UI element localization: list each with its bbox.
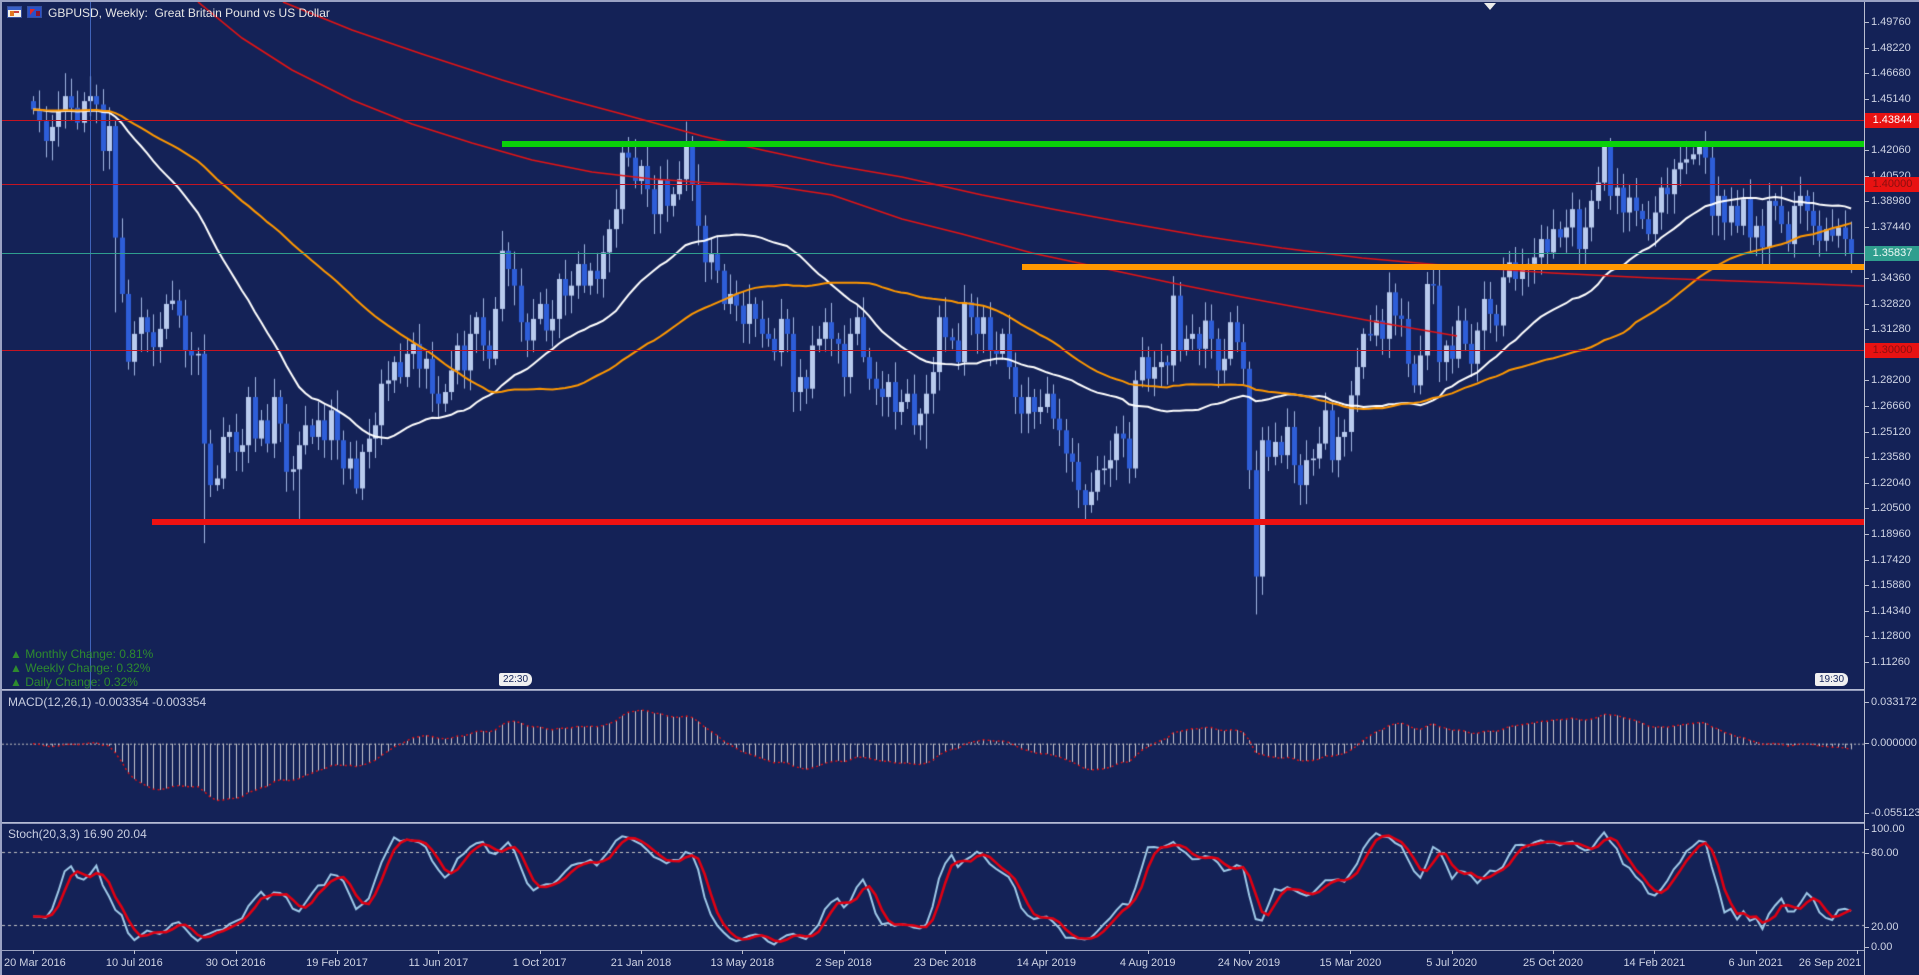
stoch-axis-label: 100.00 — [1864, 823, 1905, 835]
date-axis-label: 13 May 2018 — [710, 957, 775, 969]
date-axis-tick — [1148, 950, 1149, 954]
price-axis-label: 1.32820 — [1864, 297, 1911, 310]
session-time-tag: 19:30 — [1815, 673, 1849, 686]
date-axis-label: 10 Jul 2016 — [105, 957, 163, 969]
stoch-axis-label: 20.00 — [1864, 921, 1899, 933]
date-axis-label: 4 Aug 2019 — [1119, 957, 1176, 969]
chart-shift-marker-icon[interactable] — [1484, 3, 1496, 10]
price-axis-label: 1.42060 — [1864, 144, 1911, 156]
price-tag-1.43844: 1.43844 — [1865, 112, 1919, 128]
main-macd-separator[interactable] — [2, 689, 1864, 691]
stoch-axis-label: 80.00 — [1864, 847, 1899, 859]
date-axis-label: 5 Jul 2020 — [1426, 957, 1478, 969]
price-axis-label: 1.37440 — [1864, 220, 1911, 233]
date-axis-label: 14 Feb 2021 — [1623, 957, 1686, 969]
resistance-green-line[interactable] — [502, 140, 1864, 147]
macd-stoch-separator[interactable] — [2, 822, 1864, 824]
date-axis-label: 1 Oct 2017 — [512, 957, 567, 969]
price-axis-label: 1.15880 — [1864, 579, 1911, 592]
support-orange-line[interactable] — [1022, 264, 1864, 271]
main-chart-canvas[interactable] — [2, 2, 1864, 692]
price-axis-label: 1.23580 — [1864, 451, 1911, 464]
price-axis-label: 1.48220 — [1864, 41, 1911, 54]
vertical-line-object[interactable] — [90, 2, 91, 689]
session-time-tag: 22:30 — [499, 673, 533, 686]
price-axis-border — [1864, 2, 1865, 975]
date-axis-tick — [1756, 950, 1757, 954]
date-axis-tick — [33, 950, 34, 954]
date-axis-tick — [1249, 950, 1250, 954]
date-axis-label: 20 Mar 2016 — [4, 957, 66, 969]
macd-panel-canvas[interactable] — [2, 693, 1864, 822]
macd-axis-label: 0.000000 — [1864, 737, 1917, 749]
date-axis-label: 19 Feb 2017 — [306, 957, 368, 969]
macd-indicator-label: MACD(12,26,1) -0.003354 -0.003354 — [8, 695, 207, 709]
date-axis-label: 11 Jun 2017 — [408, 957, 469, 969]
weekly-change-label: ▲ Weekly Change: 0.32% — [10, 661, 151, 675]
date-axis-label: 14 Apr 2019 — [1016, 957, 1076, 969]
date-axis-tick — [438, 950, 439, 954]
date-axis-label: 30 Oct 2016 — [205, 957, 266, 969]
hline-140000[interactable] — [2, 183, 1864, 185]
macd-axis-label: -0.055123 — [1864, 807, 1919, 819]
stoch-dateaxis-separator — [2, 950, 1864, 951]
price-axis-label: 1.11260 — [1864, 656, 1910, 668]
daily-change-label: ▲ Daily Change: 0.32% — [10, 675, 138, 689]
price-axis-label: 1.45140 — [1864, 92, 1911, 105]
date-axis-tick — [742, 950, 743, 954]
date-axis-label: 23 Dec 2018 — [913, 957, 977, 969]
date-axis-tick — [945, 950, 946, 954]
macd-axis-label: 0.033172 — [1864, 696, 1917, 708]
date-axis-tick — [337, 950, 338, 954]
price-axis-label: 1.17420 — [1864, 553, 1911, 566]
price-axis-label: 1.46680 — [1864, 67, 1911, 80]
price-tag-1.30000: 1.30000 — [1865, 342, 1919, 358]
date-axis-tick — [1553, 950, 1554, 954]
price-tag-1.40000: 1.40000 — [1865, 176, 1919, 192]
price-axis-label: 1.49760 — [1864, 16, 1911, 28]
hline-130000[interactable] — [2, 349, 1864, 351]
price-axis-label: 1.34360 — [1864, 272, 1911, 284]
price-axis-label: 1.12800 — [1864, 630, 1911, 643]
monthly-change-label: ▲ Monthly Change: 0.81% — [10, 647, 154, 661]
price-tag-1.35837: 1.35837 — [1865, 245, 1919, 261]
price-axis-label: 1.26660 — [1864, 400, 1911, 412]
date-axis-tick — [1857, 950, 1858, 954]
date-axis-tick — [844, 950, 845, 954]
date-axis-tick — [641, 950, 642, 954]
stoch-indicator-label: Stoch(20,3,3) 16.90 20.04 — [8, 827, 147, 841]
date-axis-tick — [134, 950, 135, 954]
hline-143844[interactable] — [2, 119, 1864, 121]
price-axis-label: 1.14340 — [1864, 604, 1911, 617]
stoch-panel-canvas[interactable] — [2, 826, 1864, 950]
stoch-axis-label: 0.00 — [1863, 941, 1893, 953]
date-axis-label: 2 Sep 2018 — [815, 957, 872, 969]
date-axis-label: 26 Sep 2021 — [1798, 957, 1862, 969]
chart-title: GBPUSD, Weekly: Great Britain Pound vs U… — [48, 6, 330, 20]
current-price-line[interactable] — [2, 252, 1864, 254]
date-axis-tick — [1654, 950, 1655, 954]
price-axis-label: 1.22040 — [1864, 476, 1911, 489]
date-axis-label: 24 Nov 2019 — [1217, 957, 1281, 969]
date-axis-label: 25 Oct 2020 — [1523, 957, 1583, 969]
date-axis-tick — [1350, 950, 1351, 954]
price-axis-label: 1.31280 — [1864, 323, 1911, 336]
date-axis-label: 15 Mar 2020 — [1319, 957, 1382, 969]
chart-window-icon — [7, 6, 22, 18]
price-axis-label: 1.25120 — [1864, 425, 1911, 438]
price-axis-label: 1.18960 — [1864, 528, 1911, 540]
date-axis-tick — [540, 950, 541, 954]
price-axis-label: 1.38980 — [1864, 195, 1911, 208]
date-axis-tick — [1452, 950, 1453, 954]
price-axis-label: 1.28200 — [1864, 374, 1911, 387]
date-axis-tick — [236, 950, 237, 954]
date-axis-label: 6 Jun 2021 — [1728, 957, 1783, 969]
support-red-line[interactable] — [152, 519, 1864, 526]
price-axis-label: 1.20500 — [1864, 502, 1911, 515]
date-axis-tick — [1046, 950, 1047, 954]
date-axis-label: 21 Jan 2018 — [610, 957, 672, 969]
chart-type-icon — [27, 6, 42, 18]
